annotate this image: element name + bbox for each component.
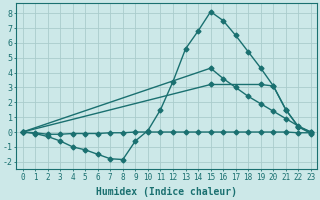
X-axis label: Humidex (Indice chaleur): Humidex (Indice chaleur) — [96, 187, 237, 197]
